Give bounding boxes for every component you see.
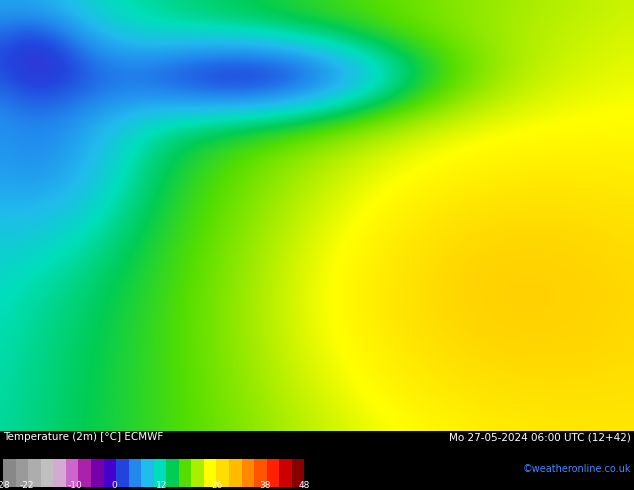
- Bar: [216, 460, 229, 487]
- Bar: [79, 460, 91, 487]
- Text: 38: 38: [259, 481, 271, 490]
- Bar: [129, 460, 141, 487]
- Bar: [29, 460, 41, 487]
- Bar: [153, 460, 166, 487]
- Bar: [179, 460, 191, 487]
- Bar: [116, 460, 129, 487]
- Text: 26: 26: [212, 481, 223, 490]
- Bar: [242, 460, 254, 487]
- Bar: [66, 460, 79, 487]
- Text: Temperature (2m) [°C] ECMWF: Temperature (2m) [°C] ECMWF: [3, 432, 164, 442]
- Bar: [166, 460, 179, 487]
- Text: 48: 48: [299, 481, 310, 490]
- Bar: [267, 460, 279, 487]
- Text: 12: 12: [156, 481, 167, 490]
- Text: 0: 0: [111, 481, 117, 490]
- Bar: [292, 460, 304, 487]
- Bar: [141, 460, 153, 487]
- Bar: [229, 460, 242, 487]
- Bar: [191, 460, 204, 487]
- Text: -22: -22: [20, 481, 34, 490]
- Text: -10: -10: [67, 481, 82, 490]
- Bar: [103, 460, 116, 487]
- Bar: [254, 460, 267, 487]
- Text: ©weatheronline.co.uk: ©weatheronline.co.uk: [522, 464, 631, 473]
- Bar: [53, 460, 66, 487]
- Bar: [91, 460, 103, 487]
- Text: -28: -28: [0, 481, 11, 490]
- Bar: [279, 460, 292, 487]
- Bar: [204, 460, 216, 487]
- Bar: [16, 460, 29, 487]
- Bar: [41, 460, 53, 487]
- Text: Mo 27-05-2024 06:00 UTC (12+42): Mo 27-05-2024 06:00 UTC (12+42): [449, 432, 631, 442]
- Bar: [3, 460, 16, 487]
